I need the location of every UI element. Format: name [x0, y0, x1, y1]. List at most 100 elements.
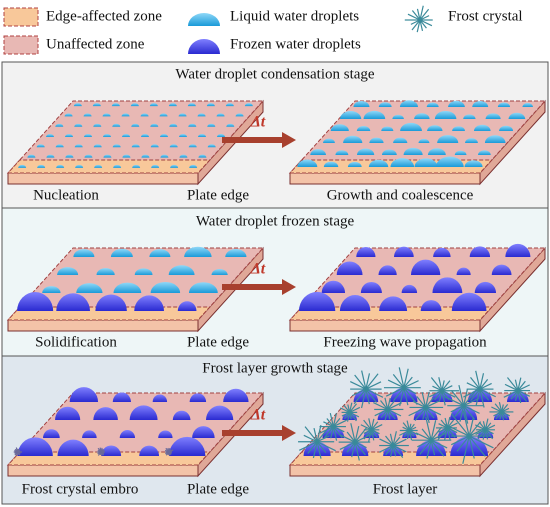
frost-branch — [361, 370, 367, 390]
frost-branch — [323, 421, 334, 428]
liquid-droplet — [197, 113, 206, 117]
liquid-droplet — [198, 134, 206, 137]
liquid-droplet — [73, 249, 95, 257]
frost-branch — [360, 388, 367, 409]
liquid-droplet — [160, 134, 168, 137]
frost-branch — [434, 390, 443, 401]
frost-branch — [411, 10, 421, 21]
frost-branch — [463, 389, 477, 407]
legend-label: Edge-affected zone — [46, 8, 162, 24]
liquid-droplet — [65, 154, 74, 158]
liquid-droplet — [369, 137, 384, 143]
frost-branch — [470, 388, 481, 402]
frost-branch — [422, 407, 427, 420]
liquid-droplet — [42, 286, 61, 293]
frost-branch — [354, 426, 360, 443]
liquid-droplet — [65, 134, 73, 137]
frost-branch — [365, 373, 371, 390]
frost-branch — [349, 406, 361, 413]
frost-branch — [316, 441, 322, 459]
liquid-droplet — [499, 125, 514, 131]
frost-branch — [349, 403, 358, 413]
frost-branch — [517, 380, 526, 391]
legend-label: Liquid water droplets — [230, 8, 359, 24]
frost-branch — [450, 405, 464, 413]
liquid-droplet — [485, 113, 501, 119]
frost-branch — [411, 19, 421, 31]
liquid-droplet — [64, 113, 73, 117]
unaffected-swatch — [3, 35, 39, 55]
frozen-droplet — [158, 430, 173, 438]
frost-branch — [517, 390, 528, 402]
liquid-droplet — [140, 113, 149, 117]
frost-branch — [466, 382, 481, 390]
frost-branch — [380, 400, 389, 410]
liquid-droplet — [131, 144, 140, 148]
frost-branch — [463, 405, 469, 424]
frost-branch — [403, 387, 409, 406]
liquid-droplet — [452, 126, 465, 131]
frost-branch — [365, 388, 384, 398]
frozen-droplet — [401, 284, 418, 293]
liquid-droplet — [75, 164, 84, 168]
liquid-droplet — [103, 154, 112, 158]
frost-branch — [351, 441, 356, 458]
liquid-droplet — [206, 103, 215, 107]
frost-branch — [438, 427, 448, 433]
liquid-droplet — [216, 113, 225, 117]
liquid-droplet — [207, 144, 216, 148]
liquid-droplet — [426, 102, 439, 107]
frost-branch — [482, 429, 486, 440]
frozen-droplet — [474, 281, 497, 293]
liquid-droplet — [122, 154, 131, 158]
liquid-droplet — [188, 144, 197, 148]
frost-branch — [387, 400, 395, 410]
liquid-droplet — [310, 149, 326, 155]
frozen-droplet — [394, 246, 414, 257]
liquid-droplet — [160, 154, 169, 158]
liquid-droplet — [168, 265, 195, 275]
frost-branch — [438, 377, 443, 391]
frost-branch — [350, 423, 356, 443]
frost-branch — [444, 417, 448, 429]
frozen-droplet — [129, 405, 158, 420]
caption: Growth and coalescence — [327, 187, 474, 203]
frost-branch — [517, 377, 522, 391]
frozen-droplet — [451, 292, 487, 311]
liquid-droplet — [207, 123, 216, 127]
frost-branch — [438, 390, 443, 403]
frost-branch — [389, 445, 394, 457]
liquid-droplet — [27, 154, 36, 158]
liquid-droplet — [159, 113, 168, 117]
plate-front — [289, 319, 481, 332]
frost-branch — [501, 411, 505, 421]
frost-branch — [384, 409, 389, 421]
frost-branch — [475, 370, 481, 390]
frost-branch — [393, 387, 405, 401]
frost-branch — [419, 5, 424, 21]
frost-branch — [484, 422, 492, 431]
liquid-droplet — [132, 164, 141, 168]
frost-branch — [330, 426, 334, 439]
liquid-droplet — [94, 164, 103, 168]
delta-t: Δt — [250, 114, 266, 131]
frozen-droplet — [57, 439, 89, 457]
liquid-droplet — [57, 267, 79, 275]
frost-branch — [349, 411, 360, 418]
frost-branch — [365, 388, 370, 405]
frost-branch — [374, 408, 388, 417]
frozen-droplet — [505, 243, 531, 257]
liquid-droplet — [121, 113, 130, 117]
liquid-droplet — [357, 148, 375, 155]
liquid-droplet — [427, 125, 443, 131]
liquid-droplet — [463, 114, 476, 119]
frost-branch — [468, 435, 486, 457]
frost-branch — [332, 418, 341, 427]
frost-branch — [392, 445, 397, 457]
frozen-droplet — [43, 429, 60, 438]
frost-branch — [349, 381, 367, 390]
liquid-droplet — [46, 134, 54, 137]
caption: Frost layer — [373, 481, 438, 497]
frost-branch — [479, 373, 485, 390]
liquid-droplet — [414, 158, 438, 167]
